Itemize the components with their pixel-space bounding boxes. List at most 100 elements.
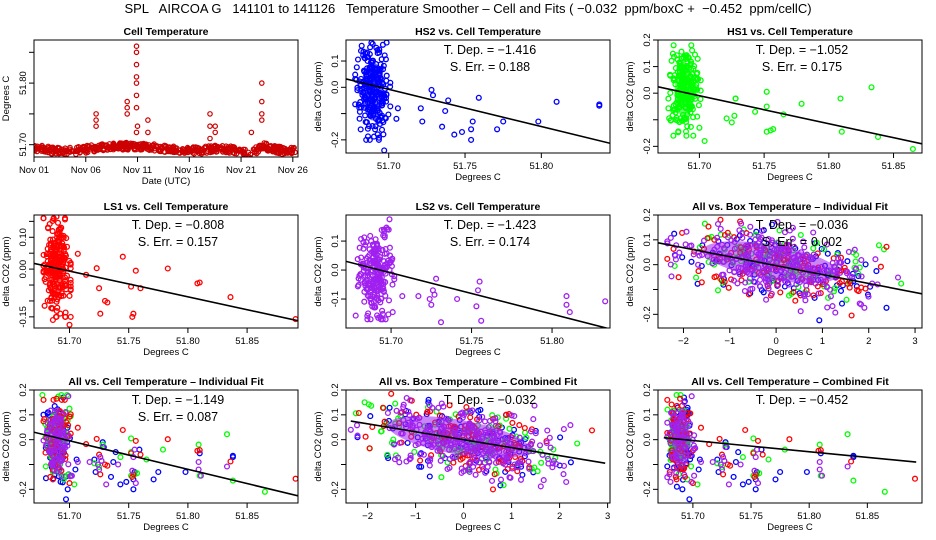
point-LS2 [829, 303, 836, 310]
point-HS2 [468, 136, 475, 143]
point-LS2 [386, 244, 393, 251]
x-tick-label: 51.80 [817, 161, 841, 172]
point-cell-temp [191, 151, 197, 157]
point-HS2 [838, 300, 846, 307]
panel-title: LS2 vs. Cell Temperature [416, 201, 541, 213]
point-LS2 [560, 462, 568, 469]
point-LS2 [364, 316, 371, 323]
point-HS2 [365, 123, 373, 130]
point-LS2 [42, 442, 50, 449]
point-HS1 [438, 474, 445, 481]
point-HS2 [379, 117, 386, 124]
point-LS2 [531, 402, 538, 409]
point-LS1 [130, 471, 137, 478]
point-HS2 [357, 126, 364, 133]
point-LS2 [474, 287, 482, 294]
point-LS2 [560, 471, 567, 478]
point-LS1 [196, 279, 203, 286]
point-LS1 [137, 451, 144, 458]
point-LS1 [40, 215, 47, 222]
point-LS2 [714, 220, 722, 228]
y-tick-label: 0.0 [18, 433, 29, 446]
point-LS2 [747, 231, 754, 238]
y-tick-label: 51.70 [18, 133, 29, 157]
x-tick-label: 51.80 [176, 511, 200, 522]
point-HS2 [155, 468, 162, 476]
y-tick-label: 0.00 [18, 260, 29, 279]
point-cell-temp [64, 151, 70, 157]
point-LS2 [384, 257, 392, 264]
point-LS2 [668, 273, 675, 280]
point-LS2 [851, 246, 858, 253]
point-cell-temp [152, 145, 158, 152]
x-tick-label: 51.85 [235, 336, 259, 347]
point-cell-temp [47, 147, 54, 154]
point-LS2 [396, 459, 403, 466]
panel-cell-temperature: Cell Temperature Nov 01 Nov 06 Nov 11 Nov 16… [1, 26, 308, 187]
point-HS2 [381, 147, 388, 153]
point-HS1 [696, 124, 703, 131]
point-LS1 [355, 409, 362, 417]
point-LS2 [429, 404, 436, 411]
point-LS2 [356, 244, 363, 251]
y-tick-label: 0.2 [330, 383, 341, 396]
fit-line [34, 431, 298, 497]
point-LS2 [367, 316, 374, 323]
point-LS1 [424, 409, 431, 416]
point-HS2 [855, 273, 862, 280]
point-LS2 [362, 241, 369, 249]
point-LS2 [528, 441, 535, 448]
point-LS1 [417, 457, 424, 464]
point-LS1 [752, 471, 759, 478]
point-HS2 [64, 486, 71, 493]
point-HS2 [419, 118, 426, 125]
point-LS2 [668, 409, 675, 416]
point-LS2 [517, 476, 525, 483]
point-LS1 [727, 462, 734, 469]
panel-all-vs-box-individual: All vs. Box Temperature – Individual Fit… [625, 201, 923, 358]
point-cell-temp [277, 143, 284, 150]
point-HS2 [469, 118, 476, 125]
point-HS1 [821, 246, 828, 253]
point-HS2 [816, 317, 823, 324]
x-axis-label: Degrees C [455, 172, 501, 183]
point-HS1 [682, 118, 690, 126]
point-cell-temp-spike [124, 111, 131, 117]
point-HS1 [810, 245, 817, 252]
point-LS2 [473, 303, 480, 310]
point-LS2 [460, 411, 467, 418]
point-HS1 [909, 145, 916, 153]
point-cell-temp-spike [124, 98, 131, 105]
point-LS2 [65, 461, 72, 468]
point-LS1 [49, 316, 56, 324]
y-axis-label: delta CO2 (ppm) [313, 236, 324, 306]
point-LS1 [67, 279, 74, 286]
point-HS2 [385, 111, 392, 118]
point-LS1 [846, 284, 853, 291]
point-LS2 [737, 461, 744, 468]
y-axis-label: Degrees C [1, 76, 12, 122]
point-HS2 [664, 463, 671, 470]
point-LS1 [66, 480, 73, 487]
point-HS2 [229, 454, 236, 461]
fit-line [346, 260, 610, 328]
point-cell-temp-spike [133, 61, 140, 68]
point-HS1 [701, 137, 708, 145]
fit-line [658, 86, 922, 145]
point-LS2 [691, 472, 698, 479]
point-HS1 [701, 220, 708, 227]
point-LS1 [63, 243, 71, 250]
point-LS2 [697, 458, 705, 466]
point-LS1 [705, 223, 712, 230]
point-LS2 [824, 304, 831, 311]
point-LS1 [521, 424, 528, 432]
point-LS2 [426, 295, 433, 303]
x-axis-label: Degrees C [455, 347, 501, 358]
point-HS2 [837, 287, 845, 294]
point-HS2 [378, 56, 385, 63]
point-cell-temp [228, 143, 234, 150]
point-LS2 [667, 234, 674, 241]
point-cell-temp [161, 149, 167, 155]
point-HS2 [468, 126, 475, 133]
point-HS2 [372, 123, 379, 130]
